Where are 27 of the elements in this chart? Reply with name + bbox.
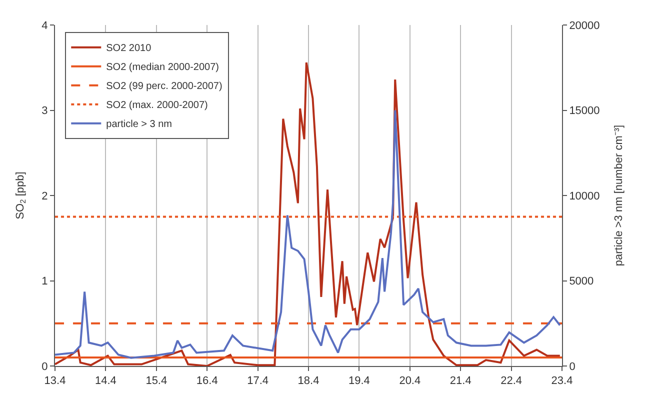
y2-tick-label: 20000 — [569, 20, 600, 32]
x-tick-label: 17.4 — [247, 375, 269, 388]
x-tick-label: 22.4 — [500, 375, 522, 388]
y2-tick-label: 15000 — [569, 105, 600, 118]
x-tick-label: 14.4 — [94, 375, 116, 388]
y2-axis-title: particle >3 nm [number cm⁻³] — [612, 124, 625, 266]
legend-label: SO2 (median 2000-2007) — [106, 62, 219, 74]
legend-label: SO2 (99 perc. 2000-2007) — [106, 81, 222, 92]
legend-label: SO2 (max. 2000-2007) — [106, 100, 208, 112]
x-tick-label: 21.4 — [450, 375, 472, 388]
y2-tick-label: 10000 — [569, 190, 600, 202]
x-tick-label: 19.4 — [348, 375, 370, 388]
x-tick-label: 18.4 — [298, 375, 320, 388]
y-tick-label: 1 — [42, 276, 48, 288]
legend-label: SO2 2010 — [106, 43, 152, 54]
x-tick-label: 16.4 — [196, 375, 218, 388]
y-tick-label: 3 — [42, 105, 48, 118]
x-tick-label: 20.4 — [399, 375, 421, 388]
x-tick-label: 23.4 — [551, 375, 573, 388]
y-tick-label: 2 — [42, 190, 48, 202]
x-tick-label: 13.4 — [44, 375, 66, 388]
y-tick-label: 4 — [42, 20, 48, 32]
y2-tick-label: 0 — [569, 360, 576, 373]
x-tick-label: 15.4 — [146, 375, 168, 388]
legend-label: particle > 3 nm — [106, 119, 172, 130]
y2-tick-label: 5000 — [569, 276, 594, 288]
y-tick-label: 0 — [42, 360, 48, 373]
